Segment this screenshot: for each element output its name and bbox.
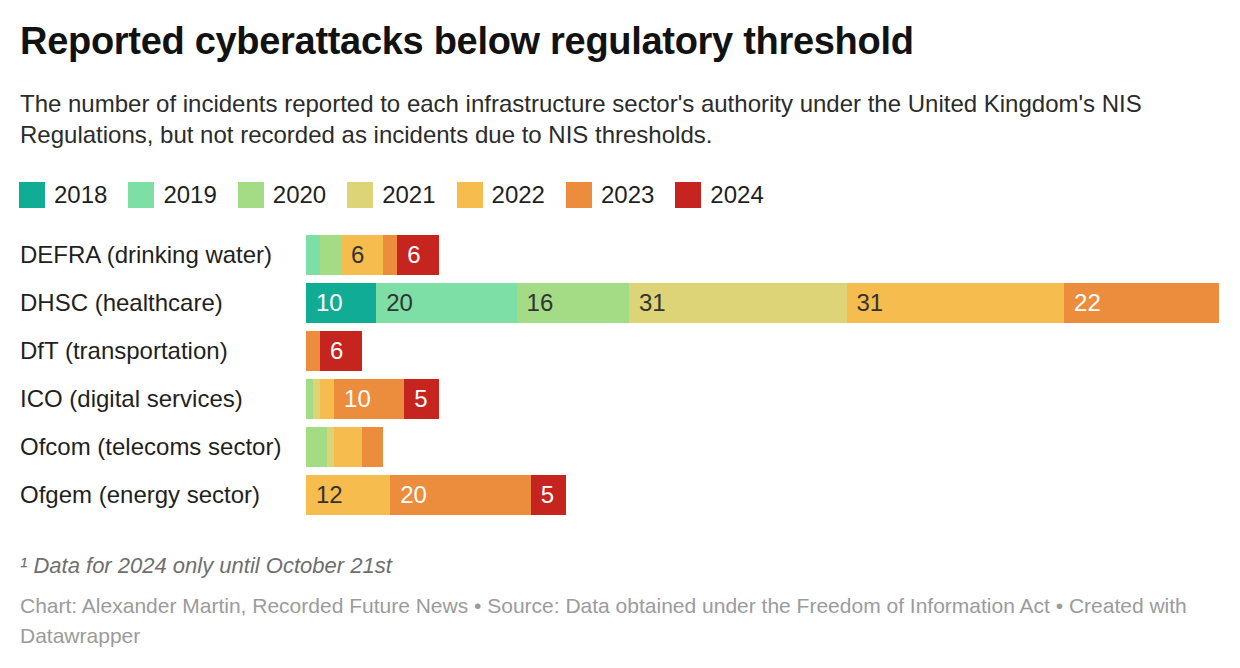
bar-rows: DEFRA (drinking water)66DHSC (healthcare… <box>0 235 1240 523</box>
segment-value-label: 16 <box>527 283 554 323</box>
bar-row: Ofgem (energy sector) 12 20 5 <box>0 475 1240 515</box>
legend-swatch-2020 <box>238 182 264 208</box>
bar-segment-2019: 20 <box>376 283 516 323</box>
bar-segment-2023 <box>306 331 320 371</box>
legend-label: 2022 <box>492 181 545 209</box>
bar-segment-2022 <box>334 427 362 467</box>
bar-segment-2022: 6 <box>341 235 383 275</box>
row-label: DHSC (healthcare) <box>20 283 223 323</box>
legend-swatch-2018 <box>19 182 45 208</box>
segment-value-label: 6 <box>351 235 364 275</box>
bar-segment-2021 <box>313 379 320 419</box>
bar-segment-2024: 5 <box>531 475 566 515</box>
legend-swatch-2023 <box>566 182 592 208</box>
legend-swatch-2024 <box>675 182 701 208</box>
bar-track: 6 <box>306 331 362 371</box>
legend-item-2018: 2018 <box>19 181 107 209</box>
legend-item-2019: 2019 <box>128 181 216 209</box>
row-label: ICO (digital services) <box>20 379 243 419</box>
bar-row: ICO (digital services) 10 5 <box>0 379 1240 419</box>
bar-track <box>306 427 383 467</box>
segment-value-label: 20 <box>386 283 413 323</box>
bar-segment-2023 <box>362 427 383 467</box>
segment-value-label: 31 <box>639 283 666 323</box>
bar-segment-2021: 31 <box>629 283 847 323</box>
row-label: DEFRA (drinking water) <box>20 235 272 275</box>
segment-value-label: 6 <box>407 235 420 275</box>
bar-row: DEFRA (drinking water)66 <box>0 235 1240 275</box>
legend-label: 2023 <box>601 181 654 209</box>
legend-label: 2020 <box>273 181 326 209</box>
bar-segment-2019 <box>306 235 320 275</box>
legend-item-2022: 2022 <box>457 181 545 209</box>
segment-value-label: 10 <box>344 379 371 419</box>
bar-segment-2022: 31 <box>847 283 1065 323</box>
bar-segment-2020 <box>306 427 327 467</box>
legend-swatch-2019 <box>128 182 154 208</box>
bar-row: Ofcom (telecoms sector) <box>0 427 1240 467</box>
legend-label: 2024 <box>710 181 763 209</box>
bar-segment-2018: 10 <box>306 283 376 323</box>
legend-item-2020: 2020 <box>238 181 326 209</box>
row-label: Ofgem (energy sector) <box>20 475 260 515</box>
bar-segment-2024: 6 <box>320 331 362 371</box>
bar-segment-2022: 12 <box>306 475 390 515</box>
bar-segment-2020 <box>306 379 313 419</box>
legend-label: 2018 <box>54 181 107 209</box>
bar-segment-2023: 22 <box>1064 283 1218 323</box>
bar-segment-2024: 6 <box>397 235 439 275</box>
row-label: Ofcom (telecoms sector) <box>20 427 281 467</box>
bar-track: 10 20 16 31 31 22 <box>306 283 1219 323</box>
legend-label: 2021 <box>382 181 435 209</box>
bar-segment-2022 <box>320 379 334 419</box>
bar-segment-2024: 5 <box>404 379 439 419</box>
chart-footnote: ¹ Data for 2024 only until October 21st <box>20 553 392 579</box>
legend-label: 2019 <box>163 181 216 209</box>
legend-item-2024: 2024 <box>675 181 763 209</box>
bar-track: 66 <box>306 235 439 275</box>
legend-swatch-2021 <box>347 182 373 208</box>
segment-value-label: 22 <box>1074 283 1101 323</box>
chart-container: Reported cyberattacks below regulatory t… <box>0 0 1240 668</box>
legend: 2018 2019 2020 2021 2022 2023 2024 <box>19 181 764 209</box>
bar-segment-2023: 10 <box>334 379 404 419</box>
segment-value-label: 6 <box>330 331 343 371</box>
segment-value-label: 10 <box>316 283 343 323</box>
segment-value-label: 20 <box>400 475 427 515</box>
chart-credit: Chart: Alexander Martin, Recorded Future… <box>20 591 1220 651</box>
segment-value-label: 5 <box>414 379 427 419</box>
chart-title: Reported cyberattacks below regulatory t… <box>20 20 914 63</box>
bar-row: DHSC (healthcare) 10 20 16 31 31 22 <box>0 283 1240 323</box>
legend-item-2021: 2021 <box>347 181 435 209</box>
segment-value-label: 12 <box>316 475 343 515</box>
legend-item-2023: 2023 <box>566 181 654 209</box>
bar-segment-2023 <box>383 235 397 275</box>
bar-track: 12 20 5 <box>306 475 566 515</box>
segment-value-label: 5 <box>541 475 554 515</box>
bar-track: 10 5 <box>306 379 439 419</box>
chart-subtitle: The number of incidents reported to each… <box>20 88 1160 150</box>
bar-row: DfT (transportation) 6 <box>0 331 1240 371</box>
bar-segment-2020: 16 <box>517 283 629 323</box>
bar-segment-2023: 20 <box>390 475 530 515</box>
bar-segment-2021 <box>327 427 334 467</box>
legend-swatch-2022 <box>457 182 483 208</box>
row-label: DfT (transportation) <box>20 331 228 371</box>
bar-segment-2020 <box>320 235 341 275</box>
segment-value-label: 31 <box>857 283 884 323</box>
